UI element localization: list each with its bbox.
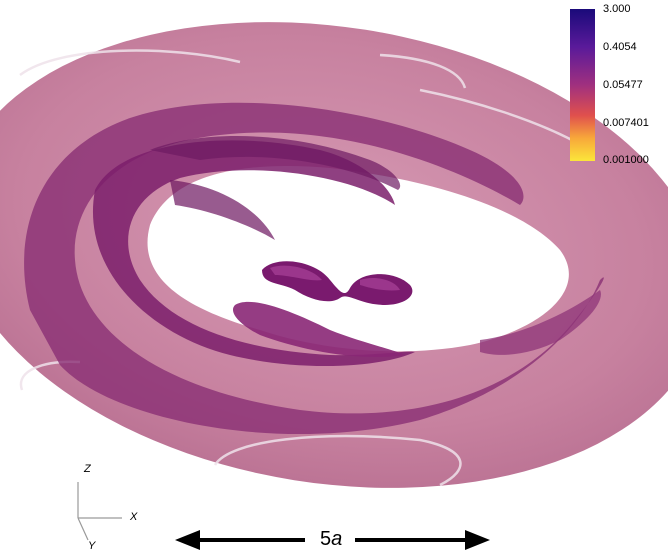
axis-label-x: X xyxy=(130,511,138,523)
spiral-arms xyxy=(24,102,604,435)
axis-label-y: Y xyxy=(88,540,96,552)
rim-highlights xyxy=(19,49,591,487)
outer-disk xyxy=(0,22,668,488)
central-binary xyxy=(262,261,413,305)
orientation-axes xyxy=(77,482,122,541)
colorbar-tick-label: 0.001000 xyxy=(603,154,649,166)
scale-unit: a xyxy=(331,528,343,550)
scale-number: 5 xyxy=(320,528,332,550)
colorbar-tick-label: 3.000 xyxy=(603,3,631,15)
colorbar-tick-label: 0.4054 xyxy=(603,41,637,53)
colorbar xyxy=(570,9,595,161)
colorbar-tick-label: 0.05477 xyxy=(603,79,643,91)
axis-label-z: Z xyxy=(84,463,91,475)
scale-label: 5a xyxy=(320,528,342,551)
scale-arrow xyxy=(175,530,490,550)
colorbar-tick-label: 0.007401 xyxy=(603,117,649,129)
